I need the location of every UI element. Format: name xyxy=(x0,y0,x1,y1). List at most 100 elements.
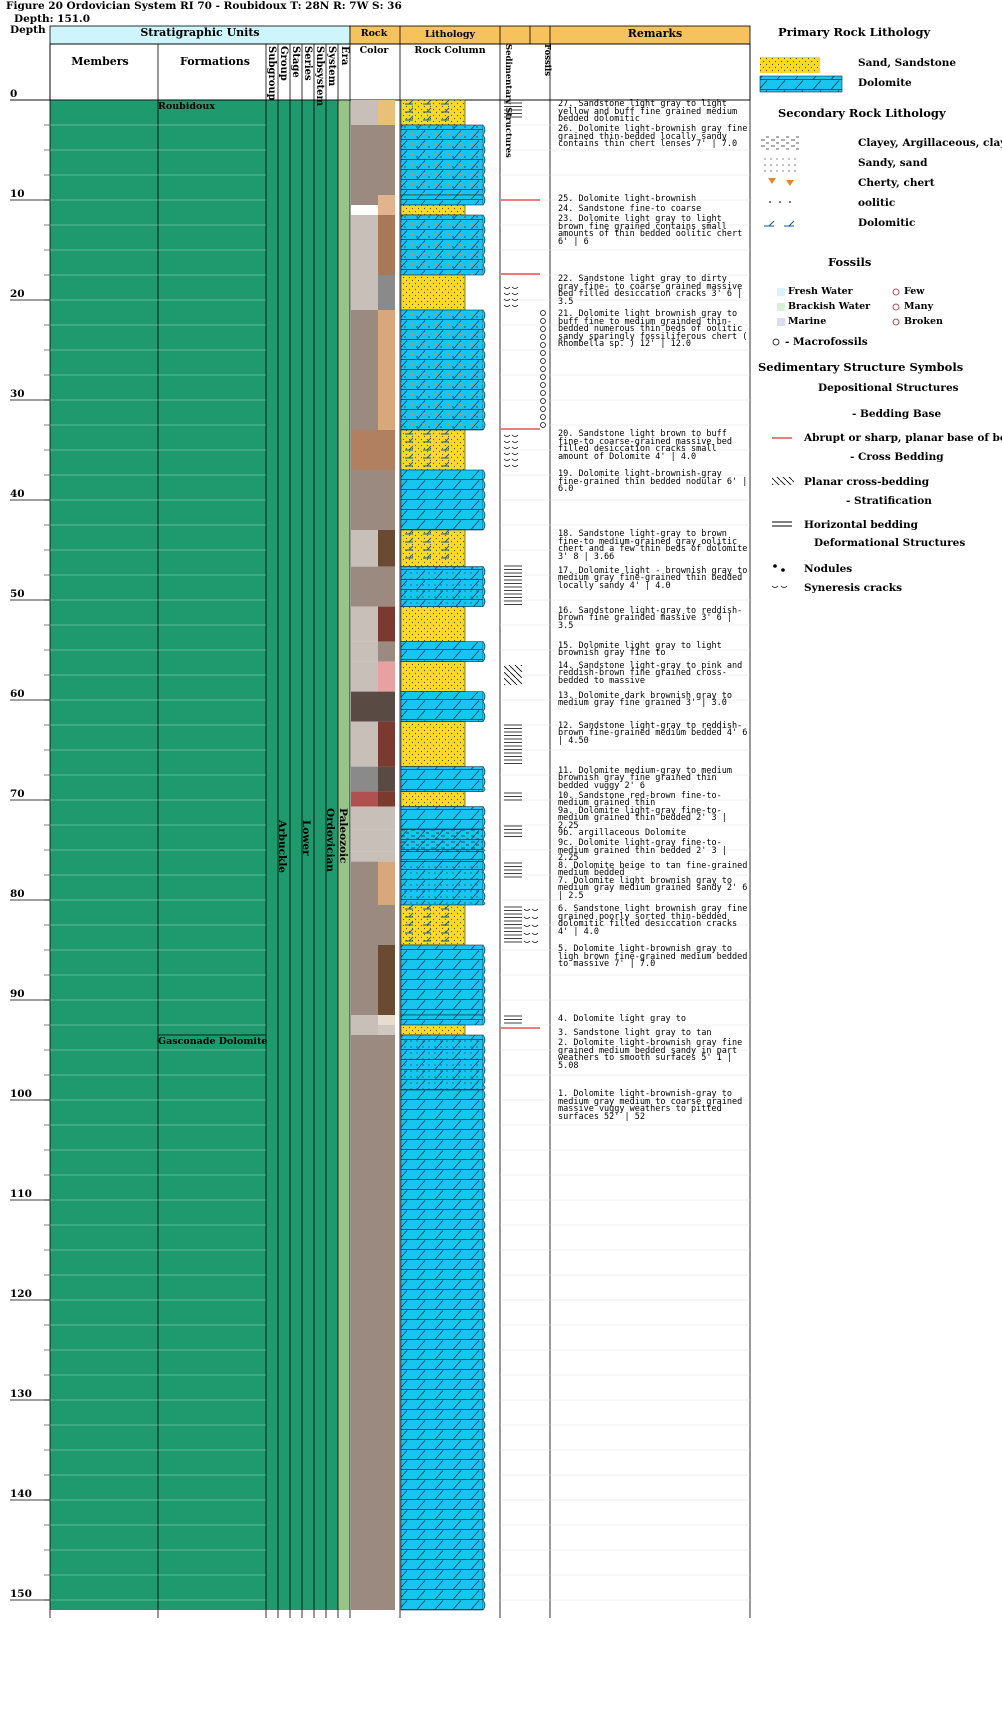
legend-broken-label: Broken xyxy=(904,316,943,327)
legend-nodule-dot xyxy=(773,564,777,568)
dolomite-edge xyxy=(482,861,486,872)
dolomite-edge xyxy=(482,711,486,722)
rock-color-right xyxy=(378,100,395,125)
legend-oolitic-swatch xyxy=(779,201,781,203)
remark-entry: 10. Sandstone red-brown fine-to-medium g… xyxy=(558,790,722,809)
rock-color-right xyxy=(378,1015,395,1025)
macrofossil-legend-icon xyxy=(772,338,780,346)
secondary-dolomitic-mark xyxy=(441,461,450,467)
secondary-dolomitic-mark xyxy=(423,920,432,926)
era-fill xyxy=(338,100,350,1610)
legend-fossil-env-swatch xyxy=(777,318,785,326)
system-header: System xyxy=(326,46,337,87)
dolomite-edge xyxy=(482,419,486,431)
macrofossil-mark xyxy=(540,422,546,428)
macrofossil-mark xyxy=(540,358,546,364)
secondary-dolomitic-mark xyxy=(441,928,450,934)
dolomite-edge xyxy=(482,224,486,236)
remark-entry: 26. Dolomite light-brownish gray fine gr… xyxy=(558,124,748,150)
macrofossil-mark xyxy=(540,374,546,380)
depth-tick-label: 110 xyxy=(10,1188,32,1200)
remark-entry: 9b. argillaceous Dolomite xyxy=(558,828,686,839)
remark-entry: 15. Dolomite light gray to light brownis… xyxy=(558,640,722,659)
rock-color-right xyxy=(378,275,395,310)
depth-tick-label: 40 xyxy=(10,488,25,500)
lithology-sandstone xyxy=(400,1024,466,1036)
remark-entry: 5. Dolomite light-brownish gray to ligh … xyxy=(558,944,748,970)
dolomite-edge xyxy=(482,641,486,652)
secondary-dolomitic-mark xyxy=(423,928,432,934)
rock-color-right xyxy=(378,530,395,567)
dolomite-edge xyxy=(482,144,486,156)
dolomite-edge xyxy=(482,1439,486,1451)
lithology-dolomite xyxy=(400,641,484,662)
dolomite-edge xyxy=(482,124,486,136)
dolomite-edge xyxy=(482,1034,486,1046)
unit-strip-4 xyxy=(314,100,326,1610)
rock-color-left xyxy=(351,1025,378,1035)
dolomite-edge xyxy=(482,944,486,956)
lithology-dolomite xyxy=(400,944,484,1016)
dolomite-edge xyxy=(482,1429,486,1441)
secondary-dolomitic-mark xyxy=(405,545,414,551)
cross-bedding-mark xyxy=(504,665,522,685)
rock-color-left xyxy=(351,791,378,807)
legend-fossil-abund-icon xyxy=(892,318,900,326)
secondary-dolomitic-mark xyxy=(423,453,432,459)
legend-cherty-label: Cherty, chert xyxy=(858,177,935,189)
dolomite-edge xyxy=(482,1379,486,1391)
dolomite-edge xyxy=(482,1529,486,1541)
dolomite-edge xyxy=(482,244,486,256)
secondary-dolomitic-mark xyxy=(423,936,432,942)
rock-color-right xyxy=(378,851,395,862)
dolomite-edge xyxy=(482,479,486,491)
rock-color-right xyxy=(378,566,395,607)
legend-fossil-abund-icon xyxy=(892,303,900,311)
dolomite-edge xyxy=(482,1064,486,1076)
dolomite-edge xyxy=(482,1099,486,1111)
secondary-dolomitic-mark xyxy=(405,453,414,459)
legend-bedding-base-label: - Bedding Base xyxy=(852,408,942,420)
dolomite-edge xyxy=(482,1189,486,1201)
dolomite-edge xyxy=(482,1014,486,1026)
rock-color-left xyxy=(351,566,378,607)
remark-entry: 21. Dolomite light brownish gray to buff… xyxy=(558,309,748,350)
secondary-sandy xyxy=(401,1035,483,1090)
subsystem-header: Subsystem xyxy=(314,46,325,107)
dolomite-edge xyxy=(482,1129,486,1141)
lithology-sandstone xyxy=(400,606,466,642)
rock-color-right xyxy=(378,1090,395,1610)
lithology-dolomite xyxy=(400,1089,484,1611)
dolomite-edge xyxy=(482,816,486,827)
syneresis-mark xyxy=(523,908,539,911)
rock-color-right xyxy=(378,430,395,470)
dolomite-edge xyxy=(482,509,486,521)
secondary-dolomitic-mark xyxy=(441,936,450,942)
legend-fossils-title: Fossils xyxy=(828,255,872,269)
rock-color-left xyxy=(351,829,378,852)
dolomite-edge xyxy=(482,1149,486,1161)
secondary-dolomitic-mark xyxy=(405,553,414,559)
rock-color-right xyxy=(378,945,395,1015)
macrofossil-mark xyxy=(540,310,546,316)
formation-gasconade-label: Gasconade Dolomite xyxy=(158,1036,268,1047)
rock-color-right xyxy=(378,125,395,195)
dolomite-edge xyxy=(482,1579,486,1591)
syneresis-mark xyxy=(503,464,519,467)
dolomite-edge xyxy=(482,1269,486,1281)
dolomite-edge xyxy=(482,1399,486,1411)
dolomite-edge xyxy=(482,576,486,587)
secondary-dolomitic-mark xyxy=(441,437,450,443)
remark-entry: 17. Dolomite light - brownish gray to me… xyxy=(558,565,748,591)
secondary-dolomitic-mark xyxy=(405,445,414,451)
secondary-dolomitic-mark xyxy=(405,537,414,543)
dolomite-edge xyxy=(482,309,486,321)
secondary-dolomitic-mark xyxy=(423,529,432,535)
macrofossil-mark xyxy=(540,326,546,332)
macrofossil-mark xyxy=(540,382,546,388)
stage-header: Stage xyxy=(290,46,301,78)
depth-tick-label: 140 xyxy=(10,1488,32,1500)
syneresis-mark xyxy=(523,916,539,919)
macrofossil-mark xyxy=(540,406,546,412)
legend-brackish-water-label: Brackish Water xyxy=(788,301,871,312)
